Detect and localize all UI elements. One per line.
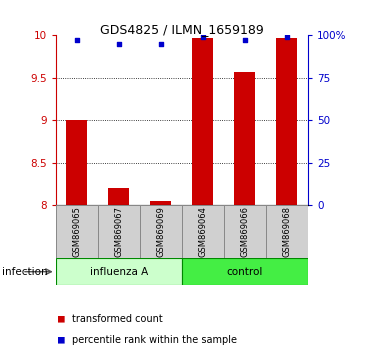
Bar (66, 120, 87, 205)
Text: GDS4825 / ILMN_1659189: GDS4825 / ILMN_1659189 (100, 23, 264, 36)
Bar (56, 258, 182, 285)
Text: GSM869066: GSM869066 (240, 206, 249, 257)
Text: GSM869067: GSM869067 (114, 206, 123, 257)
Bar (140, 205, 182, 258)
Bar (98, 205, 140, 258)
Point (242, 38, 248, 43)
Text: GSM869069: GSM869069 (156, 206, 165, 257)
Point (200, 34, 206, 40)
Text: ■: ■ (58, 335, 64, 345)
Bar (266, 205, 308, 258)
Text: transformed count: transformed count (72, 314, 163, 324)
Point (284, 34, 290, 40)
Bar (276, 38, 298, 205)
Bar (56, 205, 98, 258)
Bar (192, 38, 213, 205)
Point (116, 41, 122, 47)
Text: percentile rank within the sample: percentile rank within the sample (72, 335, 237, 345)
Text: GSM869064: GSM869064 (198, 206, 207, 257)
Text: influenza A: influenza A (89, 267, 148, 277)
Bar (234, 72, 255, 205)
Bar (182, 205, 224, 258)
Text: control: control (227, 267, 263, 277)
Text: ■: ■ (58, 314, 64, 324)
Bar (108, 188, 129, 205)
Bar (150, 201, 171, 205)
Text: GSM869065: GSM869065 (72, 206, 81, 257)
Bar (224, 205, 266, 258)
Text: infection: infection (2, 267, 47, 277)
Point (158, 41, 164, 47)
Bar (182, 258, 308, 285)
Text: GSM869068: GSM869068 (282, 206, 291, 257)
Point (74, 38, 80, 43)
